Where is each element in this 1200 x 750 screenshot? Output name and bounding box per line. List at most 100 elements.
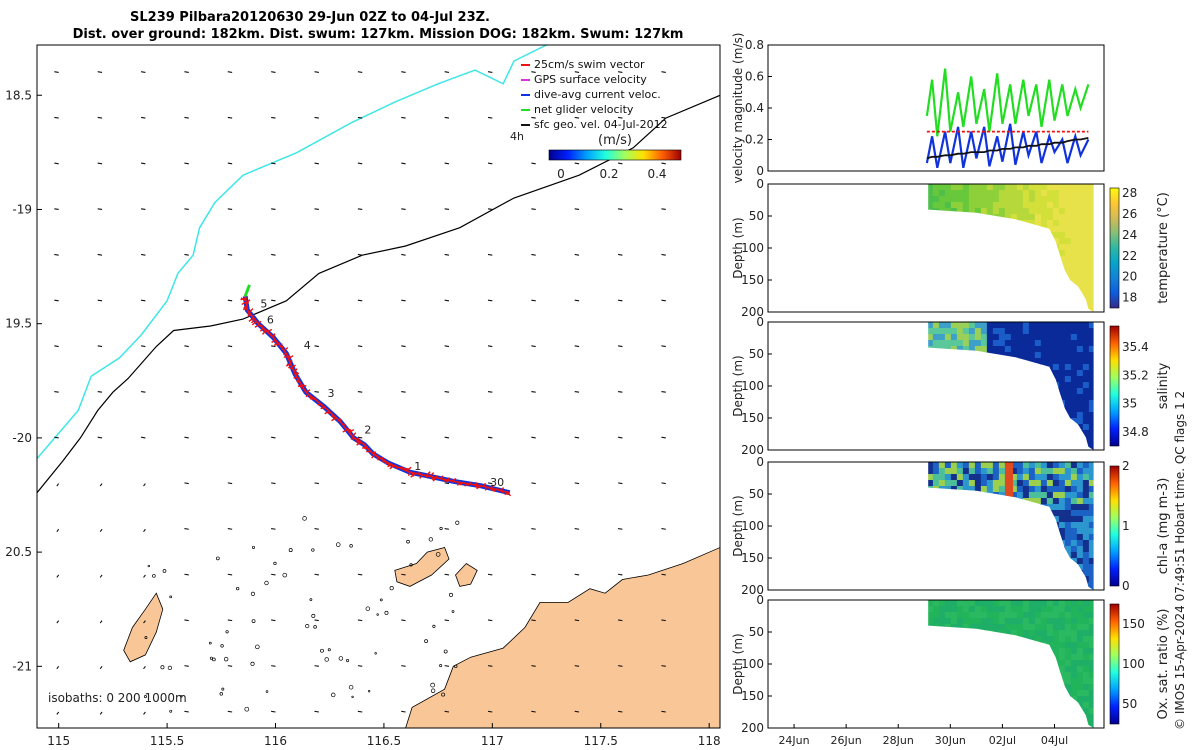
cell [962,346,970,353]
cell [1016,244,1024,251]
cell [1010,612,1018,619]
cell [1082,358,1090,365]
cell [968,418,976,425]
cell [1058,510,1066,517]
cell [950,588,958,590]
geo-arrow-180 [574,71,580,73]
cell [1070,286,1078,293]
oxygen-panel-ytick-label-2: 100 [741,657,764,671]
cell [1064,666,1072,673]
cell [1034,256,1042,263]
cell [1082,430,1090,437]
cell [1022,382,1030,389]
islet-33 [439,664,443,668]
cell [1082,190,1090,197]
cell [1088,370,1094,377]
cell [1088,516,1094,523]
cell [1022,630,1030,637]
cell [1070,202,1078,209]
cell [1010,274,1018,281]
cell [1064,436,1072,443]
islet-35 [144,636,148,640]
geo-arrow-97 [314,390,319,393]
cell [998,448,1006,450]
cell [1004,726,1012,728]
cell [938,522,946,529]
cell [962,636,970,643]
cell [1058,600,1066,607]
cell [962,708,970,715]
cell [1076,286,1084,293]
cell [998,226,1006,233]
cell [1010,588,1018,590]
cell [1028,322,1036,329]
cell [950,214,958,221]
cell [950,510,958,517]
cell [1052,436,1060,443]
cell [938,370,946,377]
cell [968,600,976,607]
geo-arrow-52 [184,390,189,393]
cell [956,636,964,643]
cell [928,310,934,312]
geo-arrow-139 [444,253,450,256]
cell [1022,322,1030,329]
cell [932,208,940,215]
cell [932,480,940,487]
cell [938,528,946,535]
cell [1070,702,1078,709]
cell [938,208,946,215]
geo-arrow-104 [314,710,319,713]
cell [986,448,994,450]
geo-arrow-57 [184,619,189,622]
cell [1095,448,1102,455]
cell [1028,388,1036,395]
cell [1076,190,1084,197]
salinity-panel-colorbar [1109,325,1120,447]
cell [1070,430,1078,437]
cell [938,600,946,607]
cell [1095,726,1102,733]
cell [1004,406,1012,413]
cell [932,274,940,281]
cell [1004,510,1012,517]
cell [1052,510,1060,517]
cell [986,600,994,607]
geo-arrow-65 [227,299,233,302]
cell [980,436,988,443]
cell [932,564,940,571]
cell [1040,298,1048,305]
cell [1028,412,1036,419]
cell [968,708,976,715]
cell [980,310,988,312]
cell [1088,190,1094,197]
cell [950,606,958,613]
cell [1076,696,1084,703]
cell [1070,606,1078,613]
cell [944,334,952,341]
map-xtick-label-1: 115.5 [150,734,184,748]
geo-arrow-134 [401,710,406,713]
cell [1082,340,1090,347]
cell [950,564,958,571]
cell [1034,436,1042,443]
cell [986,624,994,631]
cell [938,388,946,395]
cell [986,618,994,625]
cell [974,346,982,353]
cell [1028,618,1036,625]
cell [968,364,976,371]
swim-vector-14-6 [262,330,267,335]
cell [1010,436,1018,443]
cell [974,486,982,493]
cell [944,382,952,389]
cell [1095,630,1102,637]
cell [1034,442,1042,449]
islet-18 [311,548,315,552]
cell [980,262,988,269]
cell [962,558,970,565]
cell [1052,534,1060,541]
cell [1040,382,1048,389]
cell [944,400,952,407]
